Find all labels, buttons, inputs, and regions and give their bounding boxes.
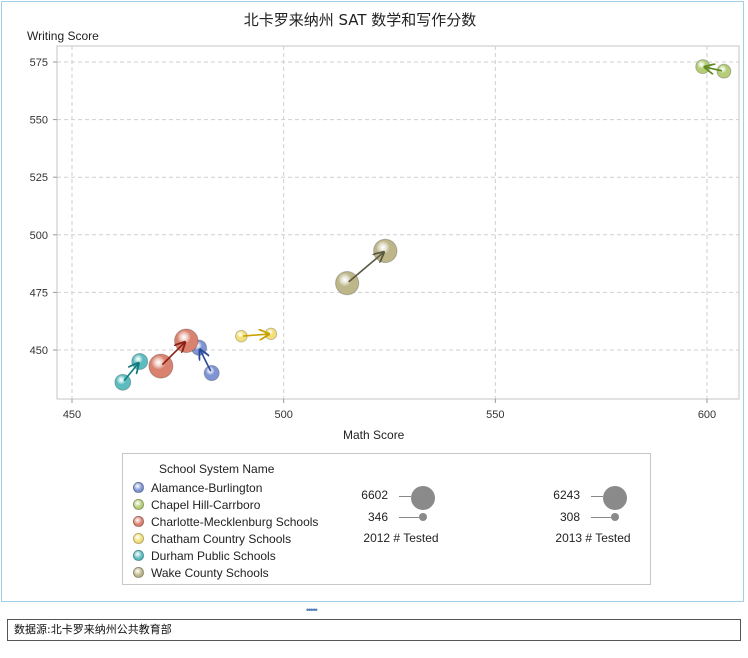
y-tick-label: 575 [30,57,48,69]
size-legend-large-bubble [411,486,435,510]
legend-label: Chatham Country Schools [151,531,292,546]
size-legend-2012: 6602 346 2012 # Tested [346,463,456,553]
change-arrow-charlotte-mecklenburg-schools [161,342,185,366]
size-legend-max-label: 6243 [553,488,580,502]
size-legend-small-bubble [611,513,619,521]
y-tick-label: 450 [30,345,48,357]
legend-label: Wake County Schools [151,565,269,580]
size-legend-large-bubble [603,486,627,510]
bubble-alamance-burlington-2012 [203,364,220,382]
bubble-wake-county-schools-2013 [373,238,398,264]
legend-item[interactable]: Charlotte-Mecklenburg Schools [133,513,318,530]
change-arrow-chapel-hill-carrboro [705,67,723,71]
size-legend-leader [399,517,419,518]
change-arrow-durham-public-schools [123,363,138,382]
size-legend-min-label: 346 [367,510,388,524]
data-source-note: 数据源:北卡罗来纳州公共教育部 [7,619,741,641]
chart-title: 北卡罗来纳州 SAT 数学和写作分数 [243,11,477,29]
change-arrow-alamance-burlington [200,349,212,372]
legend: School System Name Alamance-Burlington Ch… [122,453,651,585]
x-tick-label: 550 [486,409,504,421]
y-tick-label: 525 [30,172,48,184]
change-arrow-chatham-country-schools [243,334,269,336]
y-tick-label: 550 [30,115,48,127]
bubble-chapel-hill-carrboro-2012 [716,63,732,79]
legend-item[interactable]: Wake County Schools [133,564,318,581]
bubble-wake-county-schools-2012 [335,271,360,296]
size-legend-min-label: 308 [559,510,580,524]
legend-label: Durham Public Schools [151,548,276,563]
legend-swatch [133,516,144,527]
y-tick-label: 500 [30,230,48,242]
change-arrow-wake-county-schools [348,252,384,283]
legend-label: Charlotte-Mecklenburg Schools [151,514,319,529]
size-legend-small-bubble [419,513,427,521]
size-legend-2013: 6243 308 2013 # Tested [538,463,648,553]
x-axis-label: Math Score [343,428,405,442]
legend-swatch [133,499,144,510]
legend-swatch [133,567,144,578]
size-legend-leader [591,496,603,497]
size-legend-max-label: 6602 [361,488,388,502]
size-legend-caption: 2012 # Tested [363,531,439,545]
resize-handle[interactable]: ••••• [306,605,318,615]
size-legend-leader [591,517,611,518]
bubble-chapel-hill-carrboro-2013 [695,59,711,75]
size-legend-leader [399,496,411,497]
plot-area [56,45,740,400]
x-tick-label: 500 [274,409,292,421]
legend-swatch [133,533,144,544]
legend-item[interactable]: Durham Public Schools [133,547,318,564]
x-tick-label: 450 [63,409,81,421]
legend-item[interactable]: Chatham Country Schools [133,530,318,547]
size-legend-caption: 2013 # Tested [555,531,631,545]
legend-swatch [133,550,144,561]
legend-label: Chapel Hill-Carrboro [151,497,261,512]
legend-items: Alamance-Burlington Chapel Hill-Carrboro C… [133,479,318,581]
scatter-plot: 450 500 550 600 450 475 500 525 550 575 [30,45,740,421]
y-axis-label: Writing Score [27,29,99,43]
legend-label: Alamance-Burlington [151,480,263,495]
legend-title: School System Name [159,462,275,476]
y-tick-label: 475 [30,287,48,299]
x-tick-label: 600 [698,409,716,421]
legend-item[interactable]: Alamance-Burlington [133,479,318,496]
legend-swatch [133,482,144,493]
legend-item[interactable]: Chapel Hill-Carrboro [133,496,318,513]
